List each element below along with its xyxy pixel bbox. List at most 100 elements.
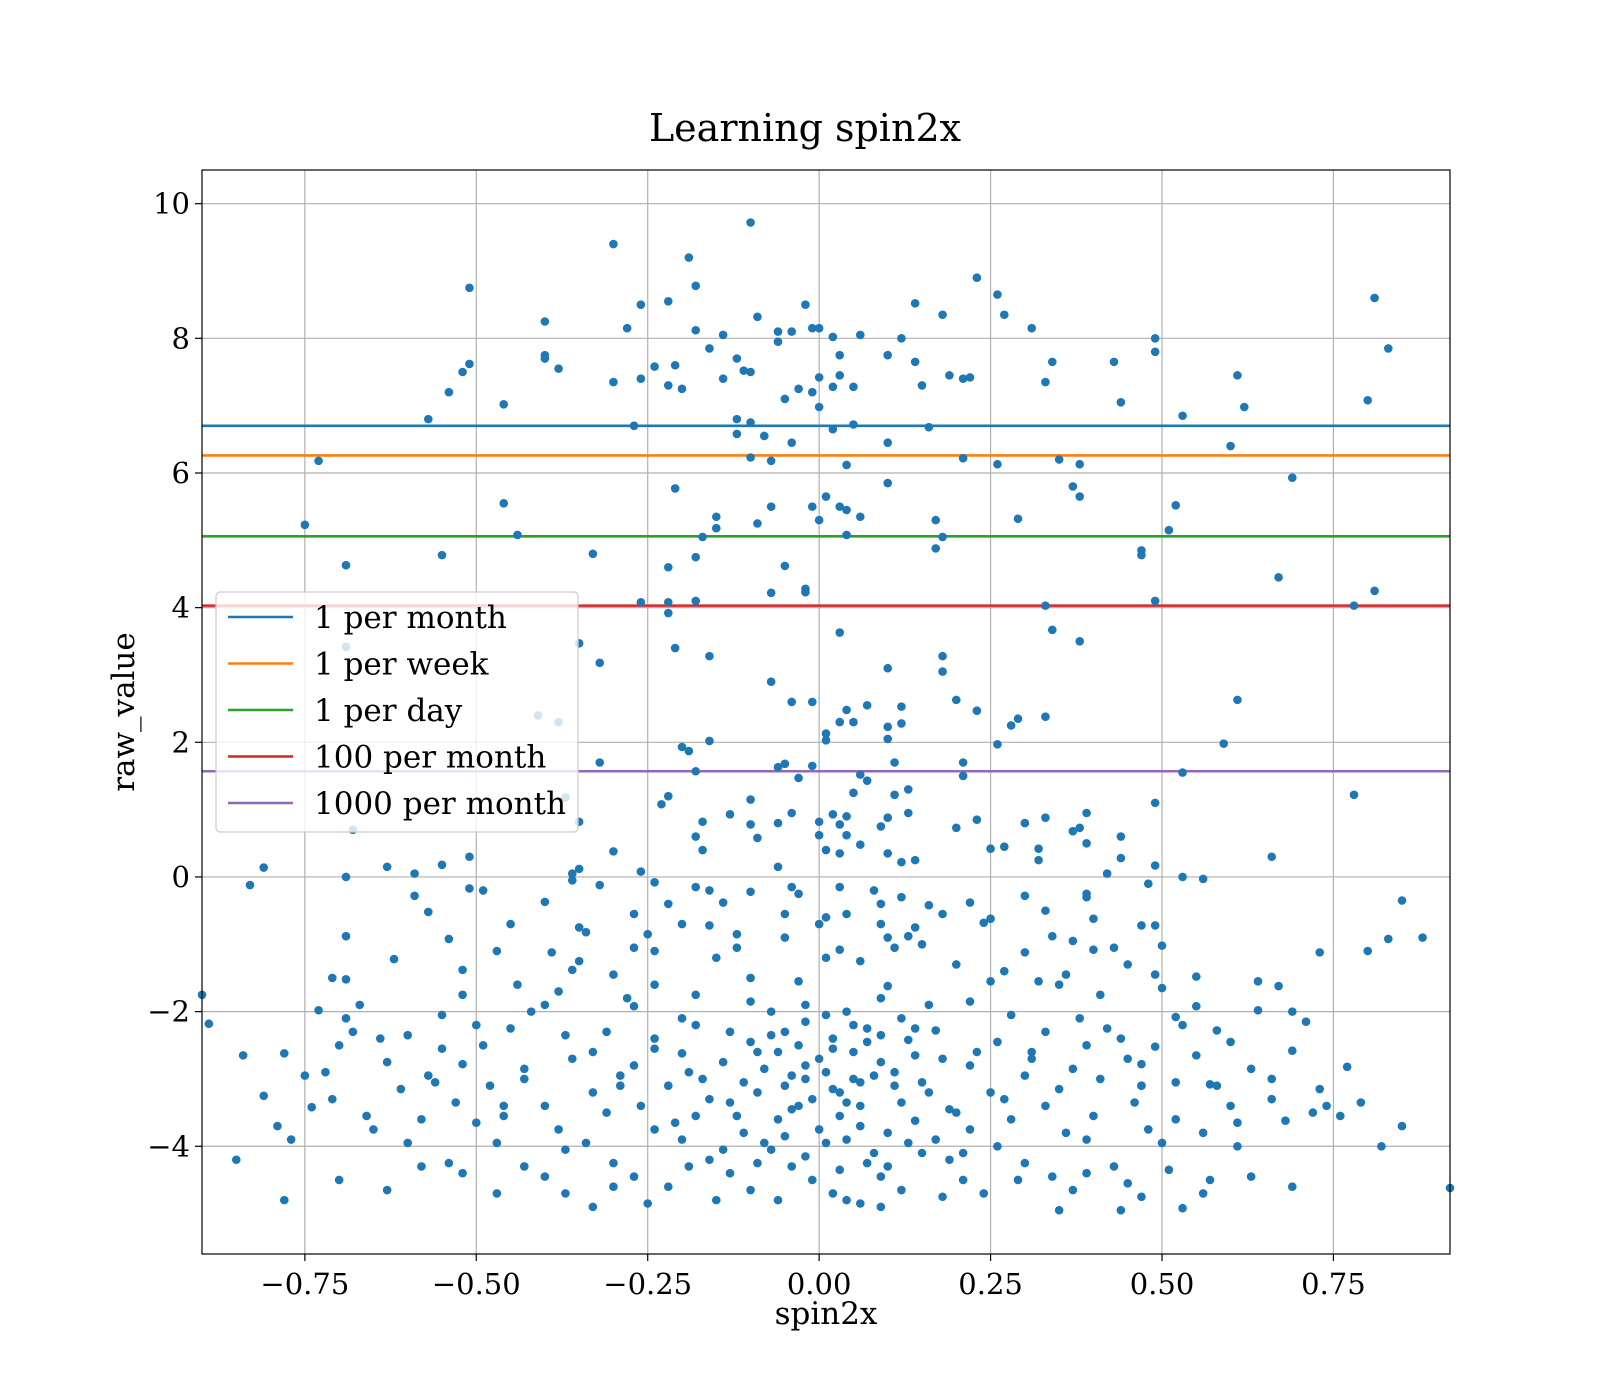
scatter-point (1253, 977, 1263, 986)
scatter-point (725, 1098, 735, 1107)
scatter-point (1342, 1062, 1352, 1072)
scatter-point (1075, 492, 1085, 501)
scatter-point (993, 740, 1002, 749)
y-tick-label: 4 (172, 591, 190, 625)
scatter-point (869, 886, 879, 895)
scatter-point (663, 597, 673, 607)
scatter-point (1068, 826, 1078, 836)
scatter-point (842, 1135, 851, 1144)
scatter-point (855, 956, 865, 966)
scatter-point (547, 948, 557, 957)
scatter-point (801, 1061, 810, 1070)
scatter-point (1020, 818, 1030, 828)
scatter-point (609, 377, 618, 387)
scatter-point (951, 960, 961, 969)
scatter-point (897, 702, 906, 711)
scatter-point (1143, 879, 1153, 888)
x-tick-label: 0.25 (958, 1267, 1023, 1301)
scatter-point (711, 512, 721, 522)
scatter-point (691, 596, 701, 606)
scatter-point (526, 1007, 536, 1016)
scatter-point (883, 1162, 893, 1171)
scatter-point (629, 1001, 639, 1011)
scatter-point (1226, 1101, 1235, 1111)
scatter-point (801, 1074, 810, 1084)
scatter-point (917, 1078, 927, 1087)
scatter-point (746, 795, 755, 804)
scatter-point (766, 588, 776, 598)
scatter-point (677, 1014, 687, 1023)
scatter-point (725, 810, 735, 819)
scatter-point (855, 330, 865, 340)
x-tick-label: −0.25 (603, 1267, 692, 1301)
scatter-point (938, 909, 947, 919)
scatter-point (924, 1088, 934, 1097)
scatter-point (869, 1148, 879, 1158)
scatter-point (746, 418, 755, 427)
scatter-point (1082, 1168, 1091, 1178)
scatter-point (965, 898, 975, 907)
scatter-point (835, 350, 845, 360)
scatter-point (773, 327, 783, 336)
scatter-point (903, 1035, 913, 1045)
scatter-point (629, 421, 639, 431)
scatter-point (1068, 1185, 1078, 1195)
scatter-point (629, 943, 639, 952)
scatter-point (595, 658, 605, 668)
scatter-point (897, 1014, 906, 1023)
legend-label: 100 per month (314, 740, 546, 776)
legend-label: 1 per month (314, 600, 507, 636)
scatter-point (1054, 1205, 1064, 1215)
scatter-point (609, 239, 618, 249)
scatter-point (1054, 455, 1064, 464)
scatter-point (478, 886, 488, 895)
scatter-point (567, 1054, 577, 1064)
scatter-point (807, 1094, 817, 1104)
scatter-point (732, 429, 742, 439)
scatter-point (1267, 852, 1277, 862)
scatter-point (705, 1155, 714, 1165)
scatter-point (1356, 1098, 1366, 1107)
scatter-point (897, 719, 906, 728)
scatter-point (382, 1185, 392, 1195)
scatter-point (540, 354, 550, 363)
scatter-point (842, 909, 851, 919)
scatter-point (691, 832, 701, 841)
scatter-point (663, 381, 673, 390)
scatter-point (787, 697, 797, 707)
scatter-point (1047, 931, 1057, 941)
scatter-point (465, 283, 474, 293)
scatter-point (835, 1088, 845, 1097)
scatter-point (1041, 813, 1050, 823)
scatter-point (670, 360, 680, 370)
scatter-point (650, 362, 659, 371)
scatter-point (1109, 1162, 1119, 1171)
scatter-point (1041, 906, 1050, 915)
scatter-point (1178, 768, 1187, 777)
scatter-point (1068, 1064, 1078, 1074)
scatter-point (705, 921, 714, 930)
scatter-point (485, 1081, 495, 1090)
scatter-point (629, 1061, 639, 1070)
scatter-point (794, 1101, 803, 1111)
scatter-point (595, 758, 605, 767)
scatter-point (993, 459, 1002, 469)
scatter-point (814, 919, 824, 929)
scatter-point (1116, 853, 1126, 863)
scatter-point (910, 855, 920, 865)
scatter-point (917, 939, 927, 949)
scatter-point (1335, 1111, 1345, 1121)
scatter-point (417, 1115, 426, 1124)
scatter-point (1150, 861, 1160, 870)
scatter-point (670, 1118, 680, 1128)
scatter-point (945, 1155, 954, 1165)
scatter-point (842, 812, 851, 821)
scatter-point (1226, 441, 1235, 451)
scatter-point (430, 1078, 440, 1087)
scatter-point (924, 900, 934, 910)
scatter-point (835, 717, 845, 727)
scatter-point (650, 1034, 659, 1043)
scatter-point (732, 354, 742, 363)
scatter-point (471, 1020, 481, 1030)
scatter-point (499, 1111, 509, 1121)
